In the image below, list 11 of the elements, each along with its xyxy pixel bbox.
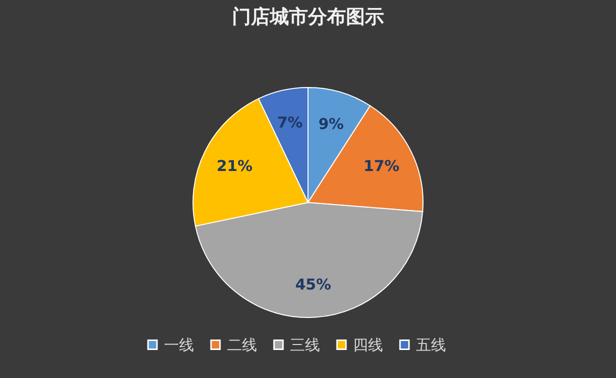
legend-label: 三线 [290, 336, 320, 354]
data-label: 45% [295, 275, 332, 294]
data-label: 17% [364, 157, 400, 176]
chart-title: 门店城市分布图示 [232, 6, 384, 28]
data-label: 7% [277, 114, 303, 132]
legend-label: 二线 [227, 336, 257, 354]
legend-label: 四线 [353, 336, 383, 354]
legend-label: 五线 [416, 336, 446, 354]
legend-label: 一线 [164, 336, 194, 354]
data-label: 9% [318, 114, 344, 133]
data-label: 21% [216, 157, 252, 176]
